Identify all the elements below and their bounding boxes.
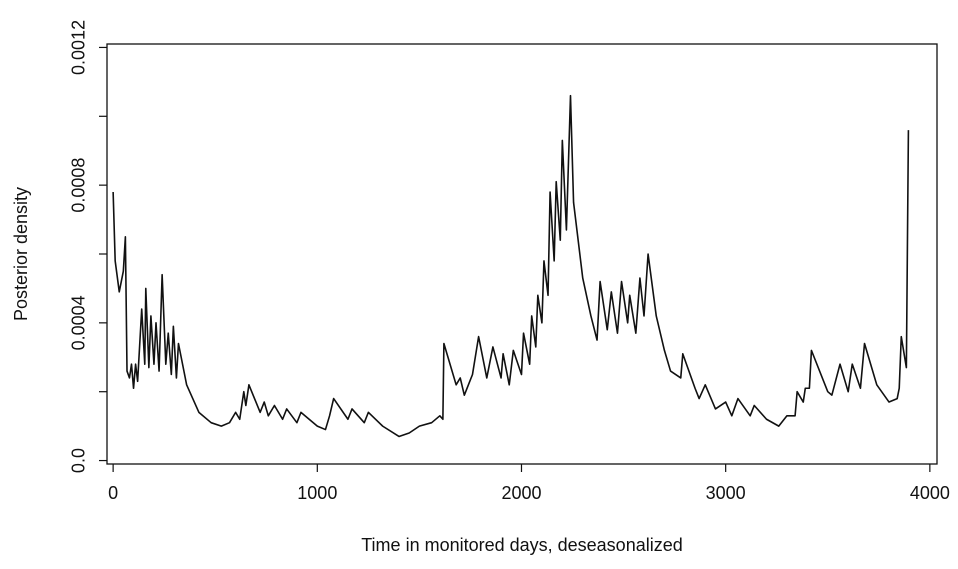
x-tick-label: 3000 [706, 483, 746, 503]
x-tick-label: 0 [108, 483, 118, 503]
y-tick-label: 0.0 [69, 448, 89, 473]
y-tick-label: 0.0008 [69, 158, 89, 213]
x-tick-label: 1000 [297, 483, 337, 503]
x-tick-label: 2000 [501, 483, 541, 503]
x-tick-label: 4000 [910, 483, 950, 503]
y-tick-label: 0.0004 [69, 295, 89, 350]
data-line [112, 94, 910, 438]
plot-frame [106, 43, 938, 465]
x-axis-title: Time in monitored days, deseasonalized [361, 535, 683, 555]
y-axis-title: Posterior density [11, 187, 31, 321]
y-tick-label: 0.0012 [69, 20, 89, 75]
